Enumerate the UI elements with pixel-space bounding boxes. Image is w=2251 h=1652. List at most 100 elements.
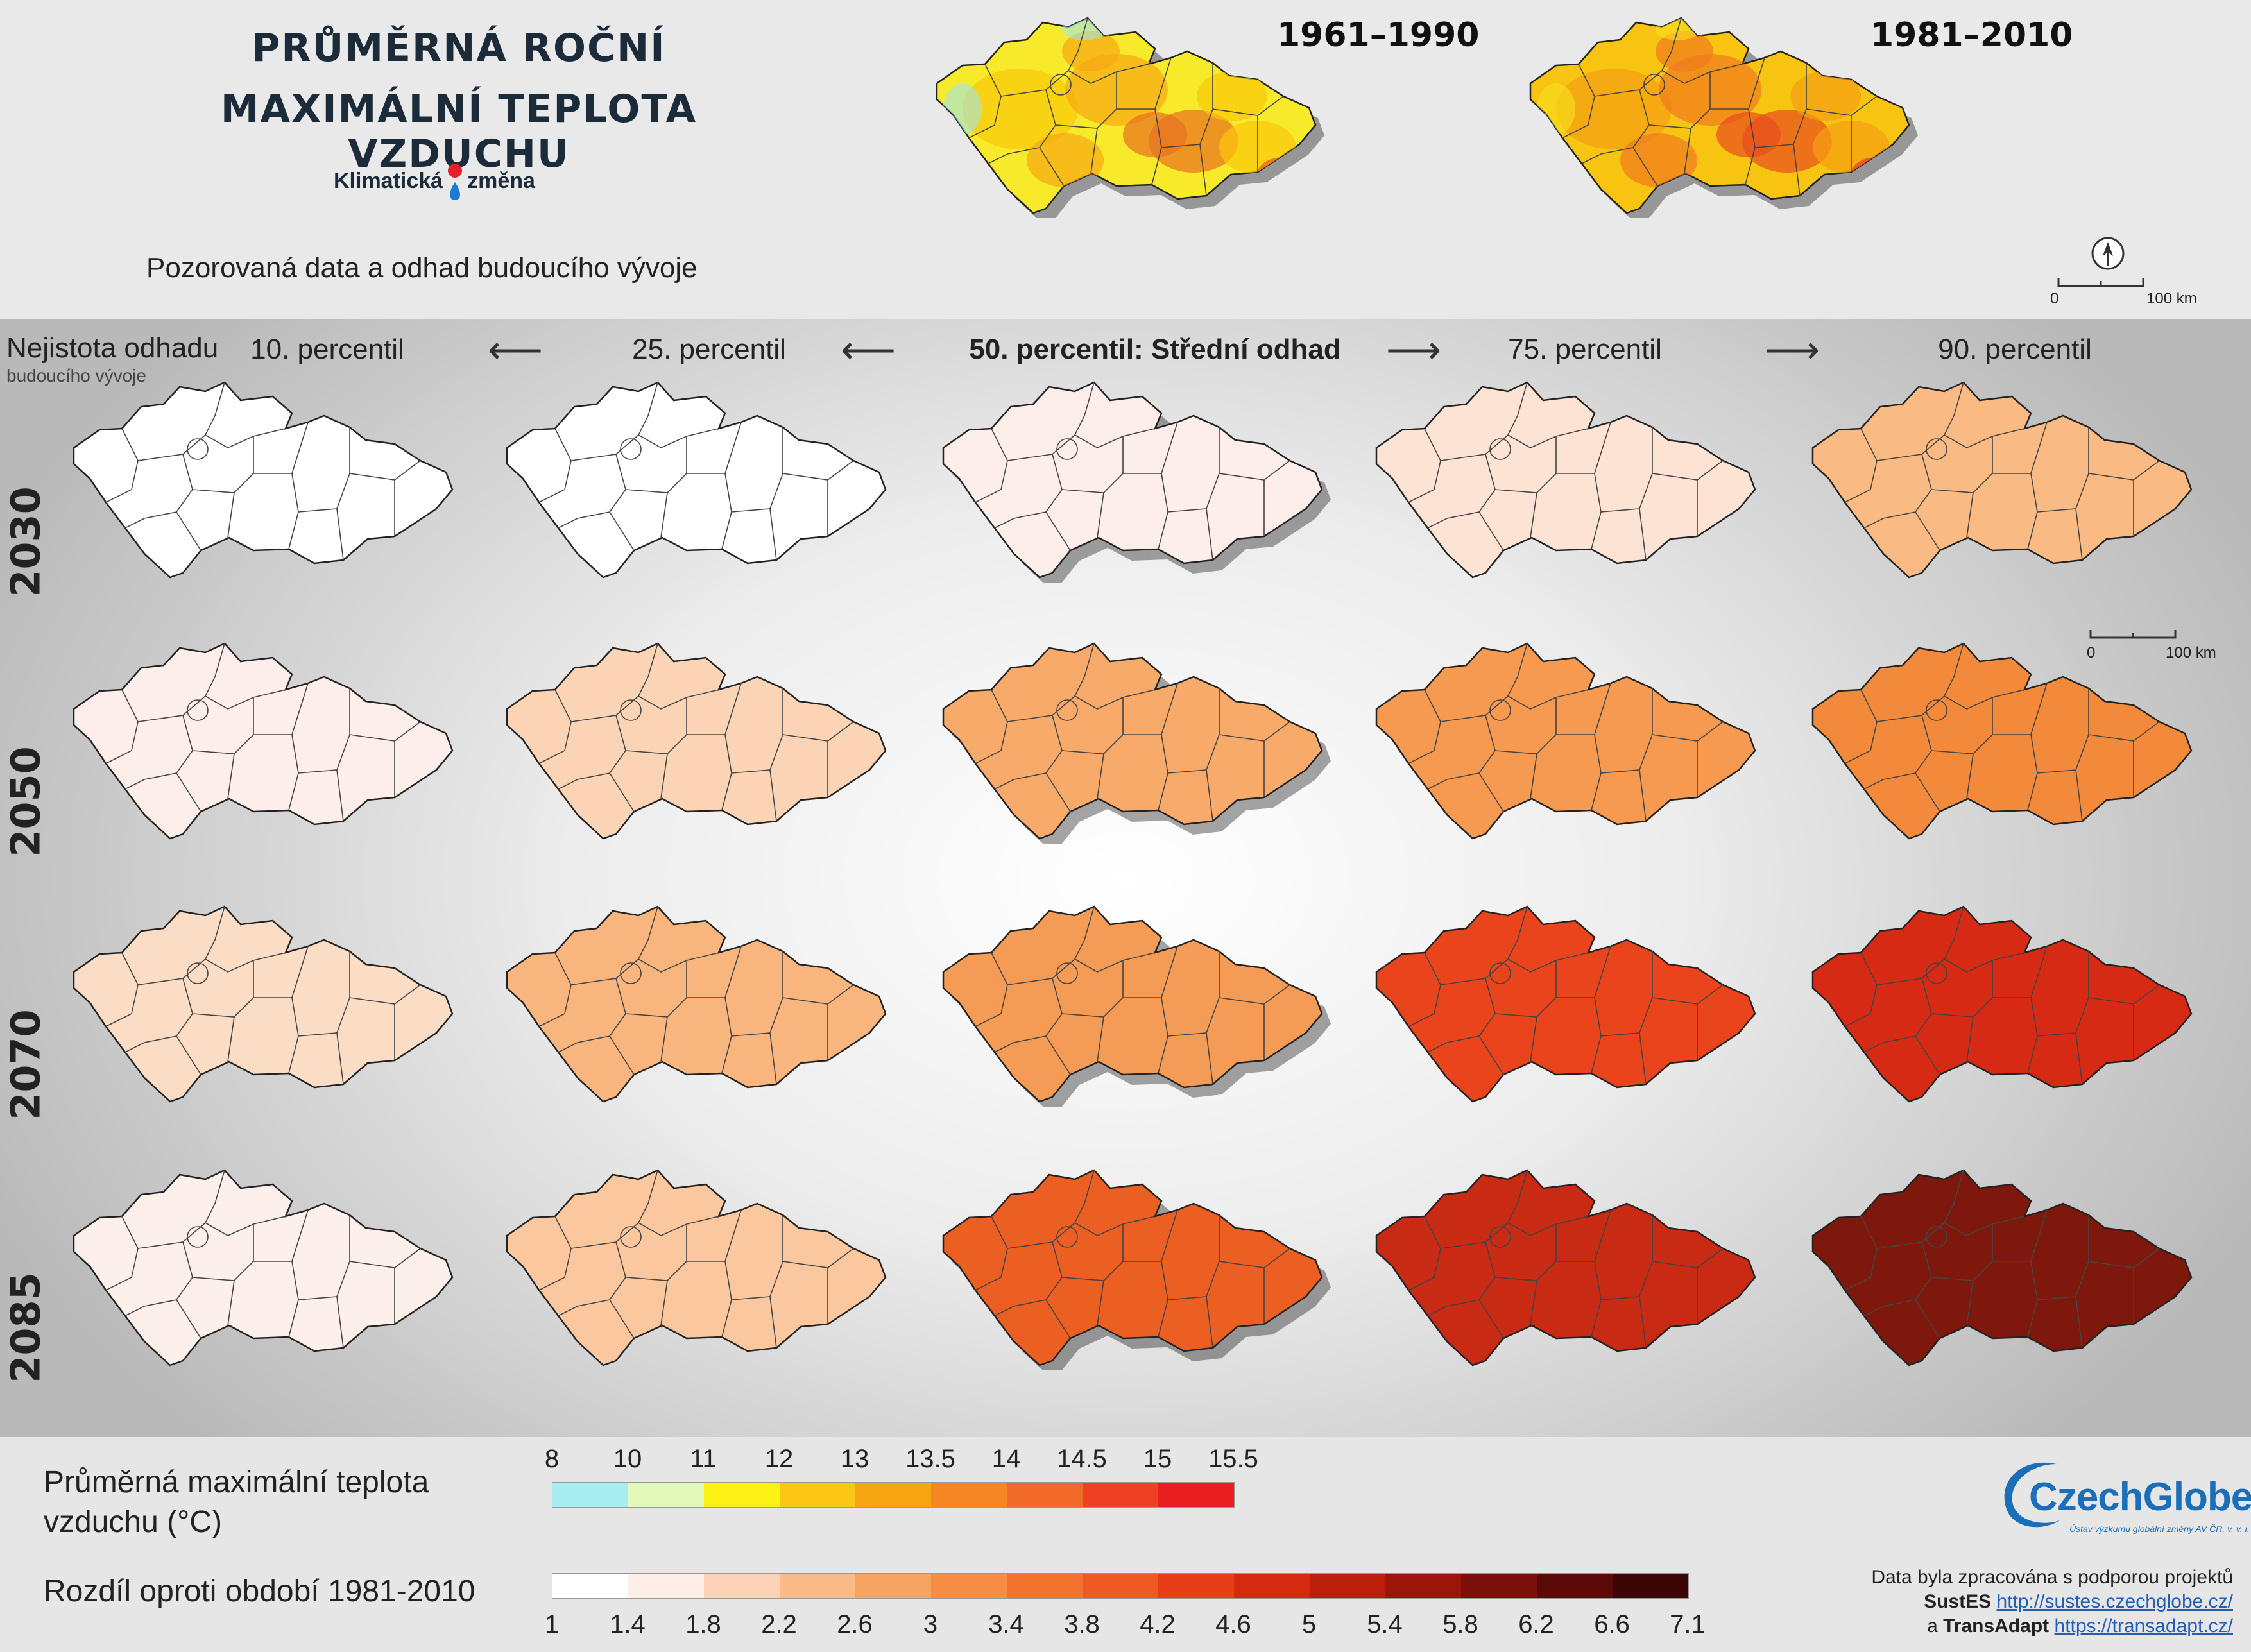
projection-map-2030-p1 (494, 377, 898, 583)
scale-top-start: 0 (2050, 290, 2059, 307)
title-line-2: MAXIMÁLNÍ TEPLOTA VZDUCHU (220, 87, 698, 176)
legend-abs-tick: 10 (613, 1445, 642, 1473)
legend-abs-tick: 8 (544, 1445, 560, 1473)
legend-diff-tick: 2.2 (761, 1610, 797, 1639)
legend-diff-swatch (855, 1574, 931, 1598)
legend-diff-tick: 3.4 (988, 1610, 1024, 1639)
arrow-left-icon: ⟵ (488, 328, 543, 371)
north-arrow-icon (2091, 237, 2125, 270)
projection-map-2050-p3 (1364, 638, 1768, 844)
legend-abs-tick: 14 (991, 1445, 1021, 1473)
thermometer-drops-icon (448, 164, 463, 200)
legend-abs-swatch (931, 1483, 1007, 1507)
credit-line-1: Data byla zpracována s podporou projektů (1871, 1567, 2233, 1588)
observed-map-1981-2010 (1518, 13, 1922, 218)
credit-line-2: SustES http://sustes.czechglobe.cz/ (1871, 1590, 2233, 1614)
legend-abs-swatch (780, 1483, 855, 1507)
projection-map-2070-p1 (494, 901, 898, 1107)
legend-abs-tick: 11 (690, 1445, 717, 1473)
legend-diff-tick: 3 (923, 1610, 938, 1639)
czechglobe-tagline: Ústav výzkumu globální změny AV ČR, v. v… (2069, 1524, 2250, 1534)
legend-diff-tick: 6.2 (1518, 1610, 1554, 1639)
czechglobe-logo: CzechGlobe (2029, 1475, 2251, 1519)
arrow-left-icon: ⟵ (841, 328, 896, 371)
legend-abs-tick: 14.5 (1057, 1445, 1107, 1473)
legend-footer: Průměrná maximální teplota vzduchu (°C) … (0, 1437, 2251, 1652)
legend-diff-tick: 5.8 (1442, 1610, 1478, 1639)
subtitle: Pozorovaná data a odhad budoucího vývoje (146, 252, 698, 284)
brand-right: změna (467, 168, 535, 193)
legend-abs-swatch (855, 1483, 931, 1507)
legend-abs-swatch (704, 1483, 780, 1507)
legend-diff-tick: 1.8 (685, 1610, 721, 1639)
percentile-label-50: 50. percentil: Střední odhad (969, 334, 1341, 365)
projection-map-2050-p2 (930, 638, 1335, 844)
title-line-1: PRŮMĚRNÁ ROČNÍ (252, 26, 666, 71)
observed-map-1961-1990 (924, 13, 1328, 218)
legend-diff-swatch (1083, 1574, 1158, 1598)
brand-left: Klimatická (334, 168, 443, 193)
projection-map-2030-p3 (1364, 377, 1768, 583)
projection-map-2085-p2 (930, 1165, 1335, 1370)
legend-abs-tick: 15 (1143, 1445, 1172, 1473)
legend-diff-tick: 4.6 (1215, 1610, 1251, 1639)
legend-diff-tick: 6.6 (1594, 1610, 1630, 1639)
legend-abs-swatch (1083, 1483, 1158, 1507)
projection-map-2085-p3 (1364, 1165, 1768, 1370)
projection-map-2050-p1 (494, 638, 898, 844)
scale-bar-mid (2089, 630, 2177, 639)
legend-abs-bar (552, 1482, 1235, 1508)
legend-abs-tick: 15.5 (1208, 1445, 1258, 1473)
legend-diff-bar (552, 1573, 1689, 1599)
uncertainty-sublabel: budoucího vývoje (6, 366, 146, 386)
percentile-label-10: 10. percentil (250, 334, 404, 365)
projection-map-2030-p2 (930, 377, 1335, 583)
percentile-label-75: 75. percentil (1508, 334, 1662, 365)
legend-diff-swatch (1310, 1574, 1385, 1598)
projection-maps (0, 319, 2251, 1437)
legend-diff-swatch (1461, 1574, 1537, 1598)
legend-diff-swatch (1234, 1574, 1310, 1598)
legend-diff-tick: 5.4 (1367, 1610, 1403, 1639)
arrow-right-icon: ⟶ (1386, 328, 1442, 371)
legend-diff-tick: 7.1 (1670, 1610, 1706, 1639)
legend-diff-swatch (1613, 1574, 1688, 1598)
legend-diff-swatch (628, 1574, 704, 1598)
credit-line-3: a TransAdapt https://transadapt.cz/ (1871, 1614, 2233, 1639)
legend-diff-tick: 2.6 (837, 1610, 873, 1639)
legend-abs-tick: 12 (764, 1445, 794, 1473)
projection-map-2030-p0 (61, 377, 465, 583)
projection-map-2030-p4 (1800, 377, 2204, 583)
scale-bar-top (2057, 278, 2144, 287)
legend-diff-swatch (780, 1574, 855, 1598)
percentile-label-25: 25. percentil (632, 334, 786, 365)
legend-diff-swatch (1537, 1574, 1613, 1598)
legend-diff-swatch (1385, 1574, 1461, 1598)
header: PRŮMĚRNÁ ROČNÍ MAXIMÁLNÍ TEPLOTA VZDUCHU… (0, 0, 2251, 319)
legend-diff-swatch (552, 1574, 628, 1598)
legend-diff-swatch (931, 1574, 1007, 1598)
projection-map-2085-p4 (1800, 1165, 2204, 1370)
brand: Klimatická změna (334, 160, 535, 201)
projection-grid: Nejistota odhadu budoucího vývoje 10. pe… (0, 319, 2251, 1437)
credit-link-1[interactable]: http://sustes.czechglobe.cz/ (1996, 1591, 2233, 1612)
percentile-label-90: 90. percentil (1938, 334, 2092, 365)
legend-abs-swatch (1158, 1483, 1234, 1507)
credit-and: a (1927, 1615, 1938, 1637)
legend-abs-swatch (1007, 1483, 1083, 1507)
czechglobe-swoosh-icon (2004, 1462, 2060, 1528)
projection-map-2050-p0 (61, 638, 465, 844)
legend-diff-tick: 4.2 (1140, 1610, 1176, 1639)
legend-abs-tick: 13 (840, 1445, 869, 1473)
projection-map-2070-p4 (1800, 901, 2204, 1107)
uncertainty-label: Nejistota odhadu (6, 332, 219, 364)
scale-top-end: 100 km (2146, 290, 2197, 307)
legend-diff-tick: 5 (1301, 1610, 1317, 1639)
credit-link-2[interactable]: https://transadapt.cz/ (2054, 1615, 2233, 1637)
legend-diff-tick: 3.8 (1064, 1610, 1100, 1639)
legend-diff-tick: 1 (544, 1610, 560, 1639)
legend-diff-tick: 1.4 (610, 1610, 646, 1639)
credits: Data byla zpracována s podporou projektů… (1871, 1565, 2233, 1639)
projection-map-2085-p0 (61, 1165, 465, 1370)
legend-abs-title: Průměrná maximální teplota vzduchu (°C) (44, 1465, 429, 1539)
